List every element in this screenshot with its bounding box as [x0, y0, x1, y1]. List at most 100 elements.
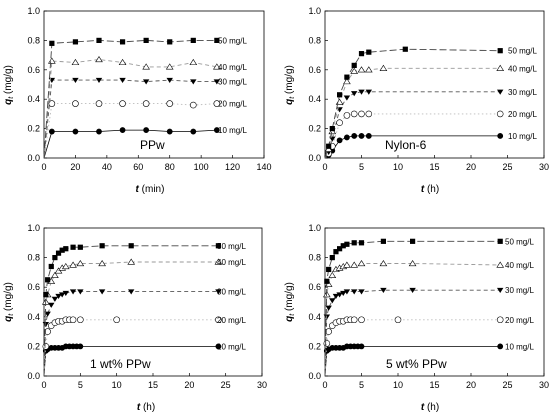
data-point: [496, 261, 505, 268]
data-point: [166, 100, 174, 107]
data-point: [402, 46, 408, 52]
x-tick-label: 25: [502, 162, 512, 172]
data-point: [52, 255, 58, 261]
series-label: 40 mg/L: [505, 261, 534, 270]
data-point: [189, 101, 197, 109]
series-label: 20 mg/L: [218, 100, 247, 109]
x-tick-label: 0: [41, 380, 46, 390]
data-point: [72, 39, 79, 45]
data-point: [350, 316, 358, 324]
y-axis-label: qt (mg/g): [3, 282, 15, 322]
y-tick-label: 0.2: [27, 124, 40, 134]
series-30-mg-l: [42, 289, 222, 377]
data-point: [71, 58, 80, 66]
series-30-mg-l: [43, 77, 221, 159]
y-tick-label: 0.8: [27, 35, 40, 45]
y-tick-label: 0.0: [27, 371, 40, 381]
data-point: [379, 64, 388, 71]
x-tick-label: 40: [102, 162, 112, 172]
data-point: [351, 91, 358, 97]
series-label: 10 mg/L: [505, 342, 534, 351]
x-axis-label: t (h): [421, 402, 439, 413]
data-point: [128, 289, 135, 295]
data-point: [213, 79, 221, 85]
x-tick-label: 15: [429, 162, 439, 172]
data-point: [190, 37, 196, 43]
data-point: [496, 64, 505, 71]
y-axis-label: qt (mg/g): [284, 65, 296, 105]
data-point: [96, 37, 102, 43]
data-point: [58, 292, 66, 298]
data-point: [43, 292, 49, 298]
series-label: 20 mg/L: [508, 110, 537, 119]
data-point: [365, 110, 373, 118]
y-tick-label: 0.6: [27, 65, 40, 75]
x-tick-label: 140: [256, 162, 271, 172]
data-point: [324, 145, 333, 152]
data-point: [380, 238, 386, 244]
data-point: [336, 119, 343, 127]
data-point: [329, 298, 336, 304]
data-point: [190, 128, 197, 135]
data-point: [344, 74, 350, 80]
data-point: [95, 55, 103, 63]
series-50-mg-l: [43, 37, 220, 159]
data-point: [394, 316, 402, 324]
y-tick-label: 1.0: [308, 6, 321, 16]
data-point: [351, 289, 358, 295]
data-point: [380, 287, 387, 294]
series-50-mg-l: [43, 243, 221, 377]
data-point: [496, 110, 504, 118]
data-point: [143, 127, 150, 133]
series-line: [324, 48, 501, 159]
series-40-mg-l: [322, 259, 505, 377]
x-tick-label: 20: [184, 380, 194, 390]
data-point: [128, 243, 134, 249]
y-tick-label: 1.0: [27, 223, 40, 233]
x-tick-label: 15: [148, 380, 158, 390]
y-tick-label: 0.2: [308, 124, 321, 134]
data-point: [142, 79, 150, 85]
data-point: [119, 39, 126, 45]
series-40-mg-l: [43, 55, 221, 159]
data-point: [215, 343, 222, 350]
y-tick-label: 0.0: [27, 153, 40, 163]
panel-title: Nylon-6: [385, 138, 427, 152]
data-point: [329, 126, 335, 132]
data-point: [343, 78, 351, 85]
data-point: [215, 316, 222, 324]
data-point: [365, 133, 372, 139]
series-line: [43, 103, 217, 159]
data-point: [143, 37, 149, 43]
data-point: [72, 100, 79, 107]
data-point: [350, 261, 359, 268]
x-tick-label: 10: [112, 380, 122, 390]
data-point: [357, 66, 366, 73]
data-point: [51, 271, 59, 278]
series-label: 30 mg/L: [505, 286, 534, 295]
data-point: [351, 133, 358, 139]
data-point: [167, 39, 173, 45]
x-tick-label: 120: [225, 162, 240, 172]
data-point: [63, 246, 69, 252]
y-tick-label: 0.8: [308, 253, 321, 263]
data-point: [61, 262, 70, 270]
x-tick-label: 20: [466, 162, 476, 172]
data-point: [96, 128, 102, 135]
data-point: [76, 259, 85, 267]
data-point: [497, 89, 504, 95]
data-point: [337, 92, 343, 98]
series-40-mg-l: [41, 258, 223, 377]
plot-frame: [43, 10, 265, 159]
series-label: 30 mg/L: [508, 88, 537, 97]
data-point: [142, 63, 150, 70]
y-tick-label: 0.6: [308, 282, 321, 292]
series-label: 40 mg/L: [508, 64, 537, 73]
x-tick-label: 5: [359, 162, 364, 172]
data-point: [69, 289, 77, 295]
y-tick-label: 0.8: [308, 35, 321, 45]
x-axis-label: t (h): [421, 184, 439, 195]
data-point: [336, 292, 343, 298]
y-tick-label: 0.4: [308, 312, 321, 322]
data-point: [358, 240, 365, 246]
